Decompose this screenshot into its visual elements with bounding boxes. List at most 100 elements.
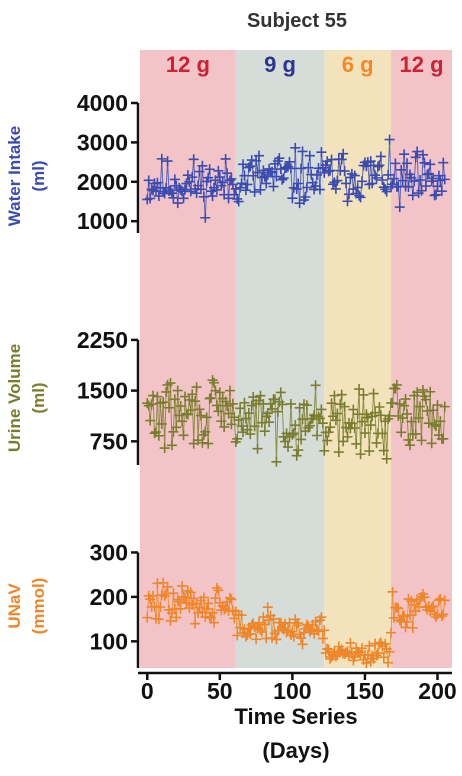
point-urine-68 (240, 413, 251, 424)
point-urine-129 (329, 390, 340, 401)
y-tick-label-urine-1: 1500 (77, 378, 128, 404)
point-water-135 (338, 148, 349, 159)
point-water-58 (226, 173, 237, 184)
x-axis-label-line2: (Days) (262, 738, 329, 763)
point-urine-74 (249, 421, 260, 432)
point-urine-146 (354, 384, 365, 395)
point-water-52 (217, 177, 228, 188)
point-unav-45 (207, 607, 218, 618)
point-unav-9 (155, 601, 166, 612)
point-water-70 (243, 162, 254, 173)
point-water-195 (425, 159, 436, 170)
point-urine-102 (290, 420, 301, 431)
point-unav-179 (402, 616, 413, 627)
point-urine-149 (358, 389, 369, 400)
point-unav-26 (179, 592, 190, 603)
point-water-55 (222, 168, 233, 179)
band-0 (140, 50, 236, 668)
point-unav-58 (226, 594, 237, 605)
point-water-50 (214, 172, 225, 183)
point-water-191 (419, 157, 430, 168)
point-water-75 (251, 155, 262, 166)
point-unav-62 (232, 630, 243, 641)
point-unav-0 (142, 612, 153, 623)
point-urine-22 (174, 410, 185, 421)
point-urine-71 (245, 429, 256, 440)
point-water-71 (245, 161, 256, 172)
point-urine-59 (227, 398, 238, 409)
point-water-138 (342, 196, 353, 207)
point-water-66 (238, 159, 249, 170)
point-urine-38 (197, 437, 208, 448)
point-urine-199 (431, 421, 442, 432)
point-water-122 (319, 167, 330, 178)
point-unav-153 (364, 640, 375, 651)
point-unav-106 (296, 633, 307, 644)
x-tick-label-0: 0 (141, 678, 154, 704)
point-urine-23 (175, 401, 186, 412)
point-unav-35 (193, 608, 204, 619)
point-water-65 (236, 178, 247, 189)
point-water-166 (383, 169, 394, 180)
point-unav-33 (190, 618, 201, 629)
point-urine-50 (214, 387, 225, 398)
point-unav-197 (428, 601, 439, 612)
point-urine-100 (287, 429, 298, 440)
point-urine-148 (357, 416, 368, 427)
point-water-175 (396, 164, 407, 175)
point-water-7 (152, 177, 163, 188)
point-unav-92 (275, 617, 286, 628)
point-urine-150 (359, 428, 370, 439)
point-urine-147 (355, 449, 366, 460)
point-unav-168 (386, 627, 397, 638)
point-unav-196 (426, 602, 437, 613)
point-water-54 (220, 153, 231, 164)
point-unav-191 (419, 592, 430, 603)
point-urine-73 (248, 392, 259, 403)
point-unav-203 (436, 611, 447, 622)
point-water-117 (312, 169, 323, 180)
point-urine-124 (322, 435, 333, 446)
point-urine-56 (223, 408, 234, 419)
point-urine-134 (336, 389, 347, 400)
point-urine-178 (400, 394, 411, 405)
point-unav-138 (342, 646, 353, 657)
point-water-64 (235, 182, 246, 193)
point-water-145 (352, 182, 363, 193)
point-water-188 (415, 174, 426, 185)
point-water-171 (390, 158, 401, 169)
point-water-8 (153, 191, 164, 202)
point-urine-182 (406, 416, 417, 427)
point-unav-204 (438, 609, 449, 620)
point-water-100 (287, 193, 298, 204)
point-water-183 (407, 190, 418, 201)
point-unav-30 (185, 587, 196, 598)
panel-water: 1000 2000 3000 4000 Water Intake (ml) (5, 90, 450, 234)
point-water-158 (371, 172, 382, 183)
point-unav-164 (380, 638, 391, 649)
point-unav-8 (153, 614, 164, 625)
point-water-18 (168, 192, 179, 203)
point-unav-67 (239, 624, 250, 635)
y-axis-label-line1-water: Water Intake (5, 126, 24, 226)
point-urine-153 (364, 446, 375, 457)
point-water-82 (261, 178, 272, 189)
point-urine-90 (272, 406, 283, 417)
point-water-3 (146, 184, 157, 195)
point-urine-106 (296, 434, 307, 445)
point-urine-163 (378, 445, 389, 456)
point-water-176 (397, 175, 408, 186)
point-unav-65 (236, 610, 247, 621)
point-water-131 (332, 175, 343, 186)
point-water-126 (325, 165, 336, 176)
point-water-139 (343, 189, 354, 200)
point-unav-21 (172, 594, 183, 605)
point-urine-31 (187, 389, 198, 400)
point-water-193 (422, 169, 433, 180)
point-urine-144 (351, 438, 362, 449)
point-water-180 (403, 181, 414, 192)
point-unav-125 (323, 644, 334, 655)
point-unav-170 (388, 612, 399, 623)
point-urine-186 (412, 387, 423, 398)
